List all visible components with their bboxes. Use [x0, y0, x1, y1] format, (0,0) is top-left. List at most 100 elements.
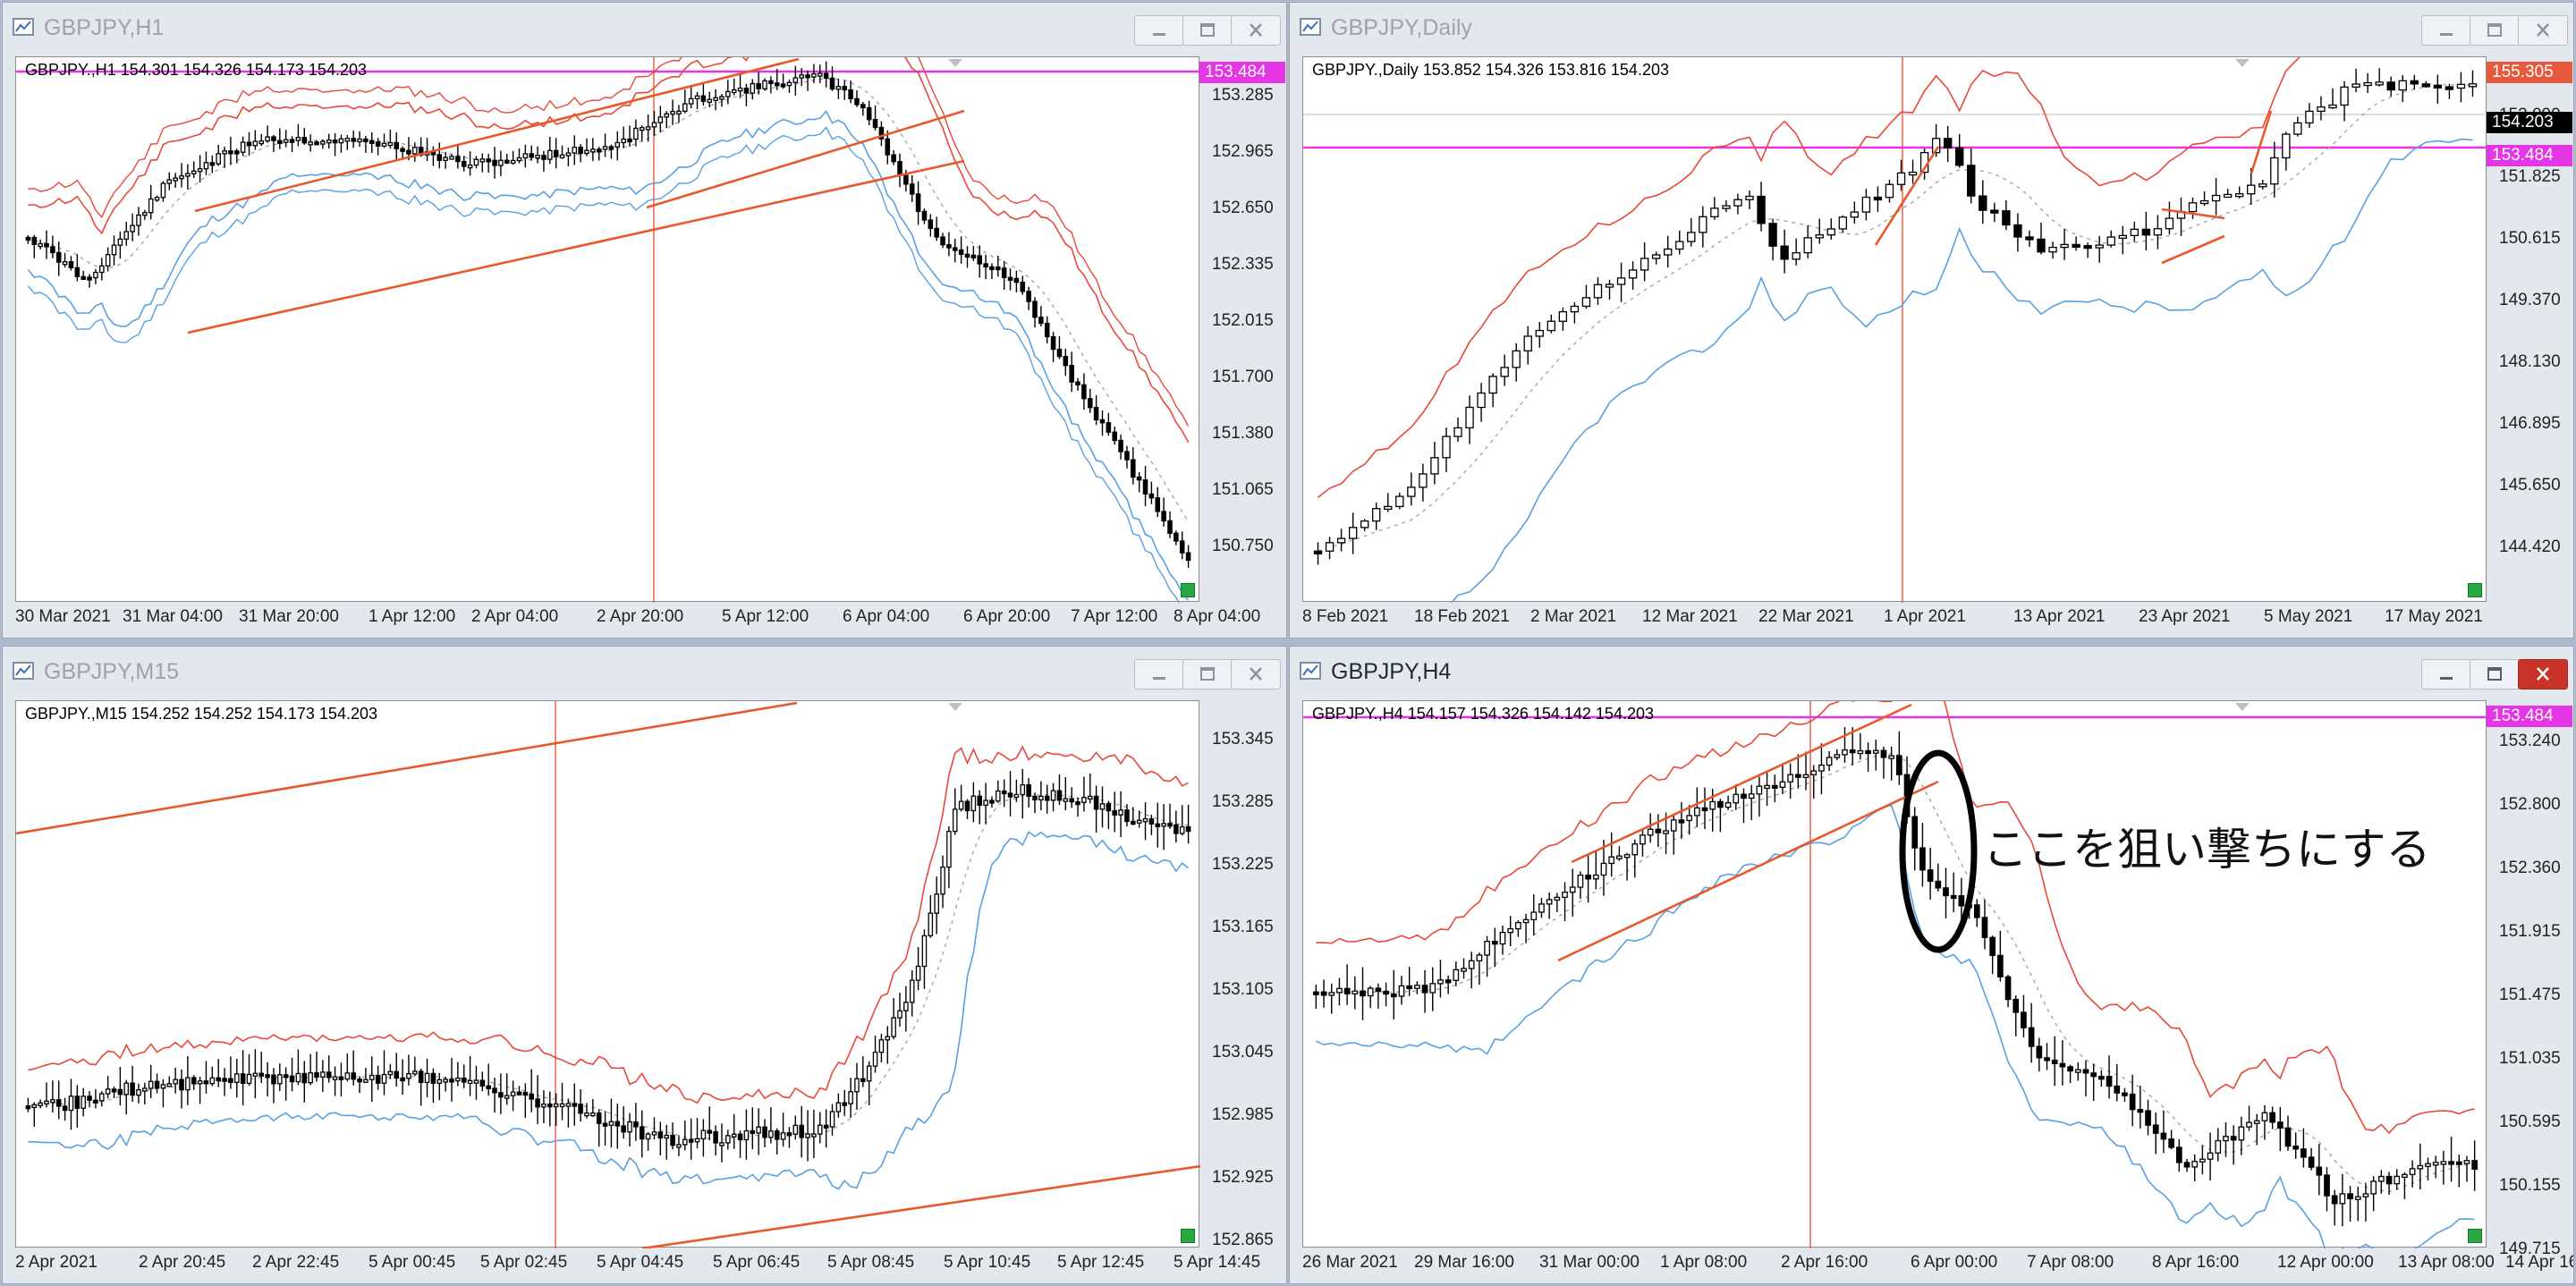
candlestick — [977, 245, 982, 278]
minimize-button[interactable] — [2421, 15, 2471, 46]
candlestick — [2440, 1150, 2447, 1185]
candlestick — [2270, 141, 2279, 198]
candlestick — [461, 1064, 467, 1088]
candlestick — [265, 125, 270, 143]
maximize-icon — [1200, 667, 1215, 681]
candlestick — [725, 80, 731, 105]
trendline — [1874, 146, 1940, 246]
candlestick — [111, 235, 117, 266]
candlestick — [1522, 913, 1530, 943]
minimize-button[interactable] — [1134, 659, 1184, 690]
candlestick — [1880, 746, 1887, 779]
candlestick — [2153, 215, 2163, 250]
candlestick — [320, 139, 326, 149]
candlestick — [860, 1056, 866, 1087]
candlestick — [203, 151, 209, 175]
trade-marker-icon — [2468, 583, 2482, 597]
chart-plot-area[interactable]: GBPJPY.,H4 154.157 154.326 154.142 154.2… — [1302, 700, 2487, 1248]
trendline — [2161, 207, 2225, 220]
candlestick — [2021, 994, 2027, 1038]
candlestick — [1313, 985, 1319, 1009]
minimize-button[interactable] — [2421, 659, 2471, 690]
candlestick — [1950, 872, 1957, 913]
candlestick — [1179, 805, 1185, 836]
candlestick — [676, 105, 682, 123]
close-button[interactable] — [1231, 659, 1281, 690]
close-button[interactable] — [1231, 15, 1281, 46]
candlestick — [130, 213, 135, 241]
candlestick — [2129, 1074, 2136, 1127]
candlestick — [614, 131, 621, 161]
candlestick — [713, 1125, 718, 1156]
minimize-button[interactable] — [1134, 15, 1184, 46]
time-tick-label: 1 Apr 08:00 — [1660, 1253, 1748, 1272]
candlestick — [1026, 778, 1031, 808]
candlestick — [547, 1091, 553, 1127]
trendline — [194, 57, 800, 213]
window-titlebar[interactable]: GBPJPY,H4 — [1290, 647, 2573, 700]
window-titlebar[interactable]: GBPJPY,H1 — [3, 3, 1286, 56]
chart-window-m15[interactable]: GBPJPY,M15 GBPJPY.,M15 154.252 154.252 1… — [2, 646, 1287, 1284]
maximize-button[interactable] — [2470, 15, 2520, 46]
candlestick — [682, 89, 688, 114]
candlestick — [688, 85, 694, 109]
candlestick — [1421, 969, 1428, 1013]
candlestick — [1050, 783, 1056, 812]
candlestick — [750, 1107, 756, 1150]
candlestick — [1131, 807, 1136, 825]
candlestick — [1570, 302, 1580, 324]
candlestick — [1745, 190, 1754, 209]
candlestick — [2402, 1172, 2408, 1199]
middle-band-line — [28, 78, 1190, 522]
candlestick — [1885, 180, 1894, 203]
candlestick — [246, 1053, 252, 1086]
close-button[interactable] — [2518, 659, 2568, 690]
candlestick — [357, 131, 362, 148]
candlestick — [2002, 199, 2011, 231]
window-title: GBPJPY,Daily — [1331, 15, 1472, 40]
candlestick — [2456, 72, 2466, 103]
trendline — [646, 109, 965, 209]
time-tick-label: 2 Mar 2021 — [1530, 607, 1617, 626]
candlestick — [1429, 967, 1436, 1011]
price-tick-label: 151.065 — [1212, 480, 1274, 499]
candlestick — [725, 1129, 731, 1150]
chart-window-h1[interactable]: GBPJPY,H1 GBPJPY.,H1 154.301 154.326 154… — [2, 2, 1287, 639]
time-tick-label: 8 Apr 04:00 — [1174, 607, 1261, 626]
middle-band-line — [28, 794, 1189, 1141]
candlestick — [854, 1062, 860, 1110]
annotation-text: ここを狙い撃ちにする — [1983, 824, 2431, 876]
window-titlebar[interactable]: GBPJPY,M15 — [3, 647, 1286, 700]
price-level-tag: 153.484 — [2487, 145, 2572, 166]
candlestick — [891, 997, 896, 1040]
candlestick — [1406, 967, 1413, 996]
candlestick — [492, 147, 497, 179]
candlestick — [2051, 1036, 2058, 1087]
window-titlebar[interactable]: GBPJPY,Daily — [1290, 3, 2573, 56]
chart-window-daily[interactable]: GBPJPY,Daily GBPJPY.,Daily 153.852 154.3… — [1289, 2, 2574, 639]
candlestick — [216, 144, 221, 166]
time-axis: 30 Mar 2021 31 Mar 04:00 31 Mar 20:00 1 Apr… — [15, 604, 1260, 634]
close-button[interactable] — [2518, 15, 2568, 46]
chart-window-h4[interactable]: GBPJPY,H4 GBPJPY.,H4 154.157 154.326 154… — [1289, 646, 2574, 1284]
candlestick — [2165, 201, 2174, 235]
price-level-tag: 153.484 — [1199, 62, 1285, 83]
candlestick — [258, 133, 265, 147]
candlestick — [191, 1075, 197, 1090]
maximize-button[interactable] — [1182, 15, 1233, 46]
candlestick — [160, 181, 166, 202]
candlestick — [670, 1122, 675, 1150]
candlestick — [1453, 417, 1462, 442]
candlestick — [811, 63, 817, 84]
chart-plot-area[interactable]: GBPJPY.,M15 154.252 154.252 154.173 154.… — [15, 700, 1200, 1248]
maximize-button[interactable] — [1182, 659, 1233, 690]
candlestick — [123, 221, 130, 246]
candlestick — [694, 1118, 700, 1149]
chart-plot-area[interactable]: GBPJPY.,H1 154.301 154.326 154.173 154.2… — [15, 56, 1200, 603]
maximize-button[interactable] — [2470, 659, 2520, 690]
time-tick-label: 31 Mar 00:00 — [1539, 1253, 1640, 1272]
time-axis: 26 Mar 2021 29 Mar 16:00 31 Mar 00:00 1 Apr… — [1302, 1249, 2573, 1280]
price-tick-label: 153.285 — [1212, 792, 1274, 811]
chart-plot-area[interactable]: GBPJPY.,Daily 153.852 154.326 153.816 15… — [1302, 56, 2487, 603]
candlestick — [234, 148, 240, 164]
